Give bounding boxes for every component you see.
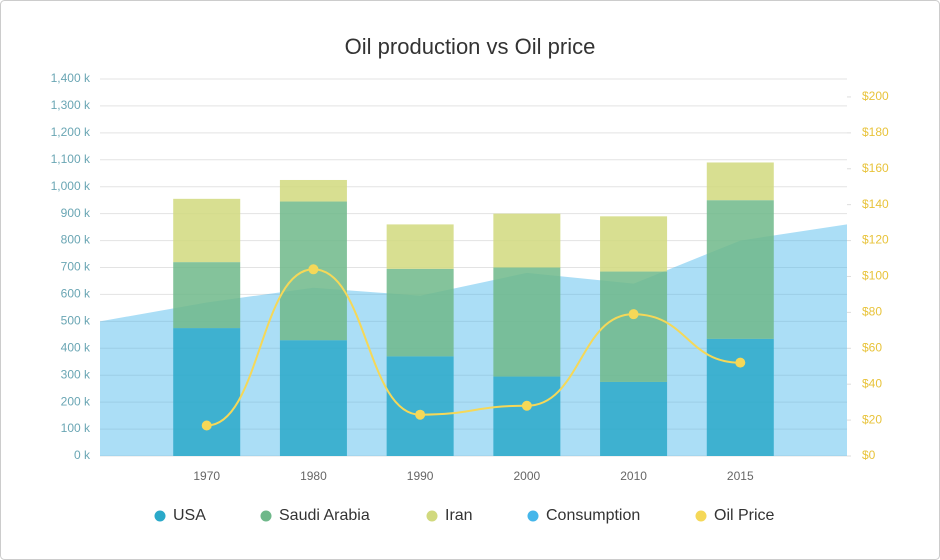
x-tick-label: 2010 xyxy=(620,469,647,483)
x-tick-label: 2000 xyxy=(514,469,541,483)
legend-label: Consumption xyxy=(546,507,640,524)
bar xyxy=(173,198,241,263)
bar xyxy=(173,328,241,456)
bar xyxy=(493,376,561,456)
y2-tick-label: $200 xyxy=(862,89,889,103)
y-tick-label: 700 k xyxy=(61,260,91,274)
bar xyxy=(386,224,454,269)
legend-item[interactable]: Iran xyxy=(426,507,473,524)
y-tick-label: 1,100 k xyxy=(51,152,91,166)
bar xyxy=(386,356,454,456)
point xyxy=(415,409,426,420)
x-tick-label: 1990 xyxy=(407,469,434,483)
point xyxy=(521,400,532,411)
legend-label: Saudi Arabia xyxy=(279,507,370,524)
y2-tick-label: $140 xyxy=(862,197,889,211)
bar xyxy=(493,267,561,377)
y2-tick-label: $0 xyxy=(862,448,876,462)
legend-item[interactable]: Consumption xyxy=(527,507,641,524)
y-tick-label: 1,200 k xyxy=(51,125,91,139)
legend-item[interactable]: USA xyxy=(154,507,207,524)
legend-label: Oil Price xyxy=(714,507,775,524)
y-tick-label: 800 k xyxy=(61,233,91,247)
y2-tick-label: $20 xyxy=(862,412,882,426)
bar xyxy=(600,381,668,456)
x-tick-label: 1980 xyxy=(300,469,327,483)
y2-tick-label: $180 xyxy=(862,125,889,139)
y2-tick-label: $40 xyxy=(862,376,882,390)
y-tick-label: 200 k xyxy=(61,394,91,408)
y-tick-label: 600 k xyxy=(61,287,91,301)
bar xyxy=(600,216,668,272)
y-tick-label: 900 k xyxy=(61,206,91,220)
y-tick-label: 500 k xyxy=(61,314,91,328)
legend-label: Iran xyxy=(445,507,473,524)
y-tick-label: 1,300 k xyxy=(51,98,91,112)
y-tick-label: 300 k xyxy=(61,367,91,381)
y2-tick-label: $120 xyxy=(862,233,889,247)
bar xyxy=(600,271,668,382)
legend-item[interactable]: Oil Price xyxy=(695,507,775,524)
bar xyxy=(279,179,347,202)
legend-marker xyxy=(426,510,438,522)
bar xyxy=(173,262,241,329)
bar xyxy=(706,162,774,201)
legend-marker xyxy=(695,510,707,522)
bar xyxy=(386,268,454,357)
y-tick-label: 400 k xyxy=(61,340,91,354)
legend-marker xyxy=(154,510,166,522)
x-tick-label: 2015 xyxy=(727,469,754,483)
bar xyxy=(706,338,774,456)
point xyxy=(201,420,212,431)
legend-label: USA xyxy=(173,507,206,524)
point xyxy=(735,357,746,368)
legend-item[interactable]: Saudi Arabia xyxy=(260,507,370,524)
y-tick-label: 100 k xyxy=(61,421,91,435)
point xyxy=(628,309,639,320)
point xyxy=(308,264,319,275)
bar xyxy=(279,340,347,456)
bar xyxy=(706,200,774,339)
x-tick-label: 1970 xyxy=(193,469,220,483)
y-tick-label: 1,000 k xyxy=(51,179,91,193)
legend-marker xyxy=(260,510,272,522)
chart-title: Oil production vs Oil price xyxy=(345,34,596,59)
y2-tick-label: $100 xyxy=(862,269,889,283)
legend-marker xyxy=(527,510,539,522)
y-tick-label: 0 k xyxy=(74,448,91,462)
y-tick-label: 1,400 k xyxy=(51,71,91,85)
y2-tick-label: $160 xyxy=(862,161,889,175)
y2-tick-label: $60 xyxy=(862,340,882,354)
bar xyxy=(493,213,561,268)
y2-tick-label: $80 xyxy=(862,305,882,319)
